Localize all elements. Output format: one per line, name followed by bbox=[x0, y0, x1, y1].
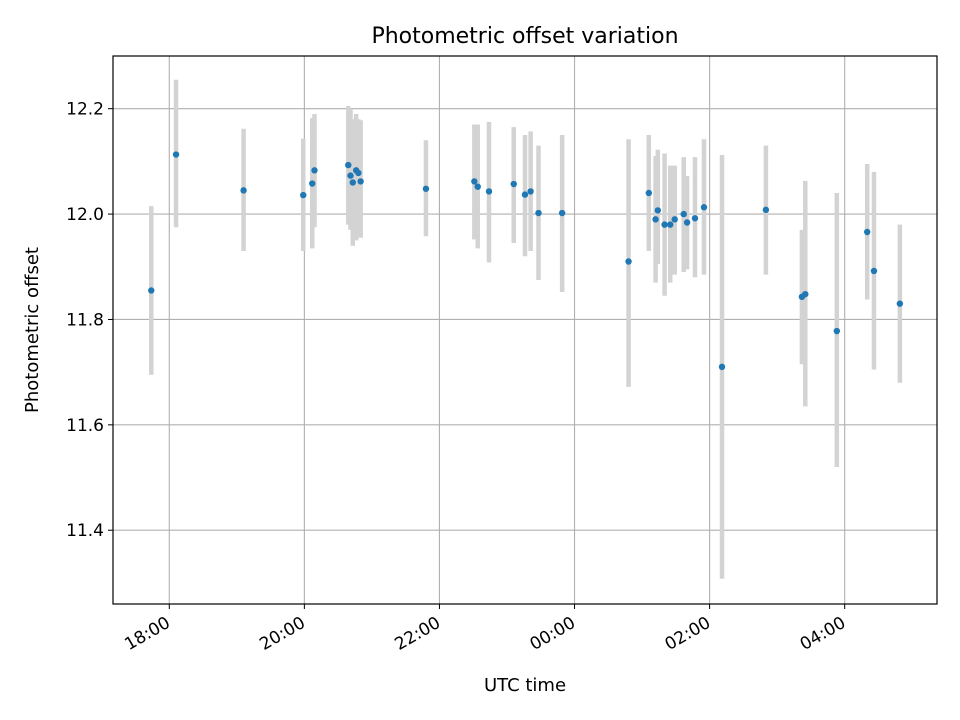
data-point bbox=[700, 204, 708, 211]
y-axis-ticks: 11.4 11.6 11.8 12.0 12.2 bbox=[66, 100, 113, 541]
data-point bbox=[833, 327, 841, 335]
data-point bbox=[349, 179, 356, 186]
data-point bbox=[309, 180, 316, 187]
data-point bbox=[474, 183, 481, 190]
data-point bbox=[896, 300, 904, 307]
data-point bbox=[652, 216, 659, 223]
data-point bbox=[148, 287, 155, 294]
data-point bbox=[870, 267, 878, 275]
y-tick-label: 11.4 bbox=[66, 521, 104, 541]
data-point bbox=[422, 185, 430, 192]
y-tick-label: 12.2 bbox=[66, 100, 104, 120]
data-point bbox=[345, 161, 352, 169]
data-point bbox=[718, 363, 726, 371]
data-point bbox=[671, 216, 678, 223]
data-point bbox=[558, 209, 566, 217]
y-tick-label: 11.8 bbox=[66, 310, 104, 330]
data-point bbox=[510, 180, 517, 188]
data-point bbox=[661, 221, 668, 228]
data-point bbox=[485, 188, 493, 195]
y-axis-label: Photometric offset bbox=[22, 247, 43, 413]
data-point bbox=[347, 172, 354, 179]
data-point bbox=[300, 191, 307, 199]
data-point bbox=[527, 188, 534, 195]
data-point bbox=[683, 219, 691, 226]
plot-frame bbox=[112, 55, 938, 605]
y-tick-label: 12.0 bbox=[66, 205, 104, 225]
data-point bbox=[654, 207, 662, 214]
data-point bbox=[471, 178, 478, 185]
data-point bbox=[802, 290, 809, 298]
data-point bbox=[667, 221, 674, 228]
data-point bbox=[535, 209, 542, 217]
data-point bbox=[762, 206, 770, 214]
data-point bbox=[521, 191, 529, 198]
data-point bbox=[172, 151, 180, 158]
data-point bbox=[680, 210, 687, 218]
data-point bbox=[691, 215, 699, 222]
x-axis-label: UTC time bbox=[484, 675, 566, 696]
data-point bbox=[625, 258, 632, 265]
data-point bbox=[240, 187, 247, 194]
data-point bbox=[311, 167, 318, 174]
data-point bbox=[645, 189, 653, 197]
data-point bbox=[355, 169, 362, 177]
data-point bbox=[357, 178, 364, 185]
chart-title: Photometric offset variation bbox=[371, 24, 678, 49]
data-points bbox=[148, 151, 904, 371]
y-tick-label: 11.6 bbox=[66, 416, 104, 436]
data-point bbox=[864, 228, 871, 236]
